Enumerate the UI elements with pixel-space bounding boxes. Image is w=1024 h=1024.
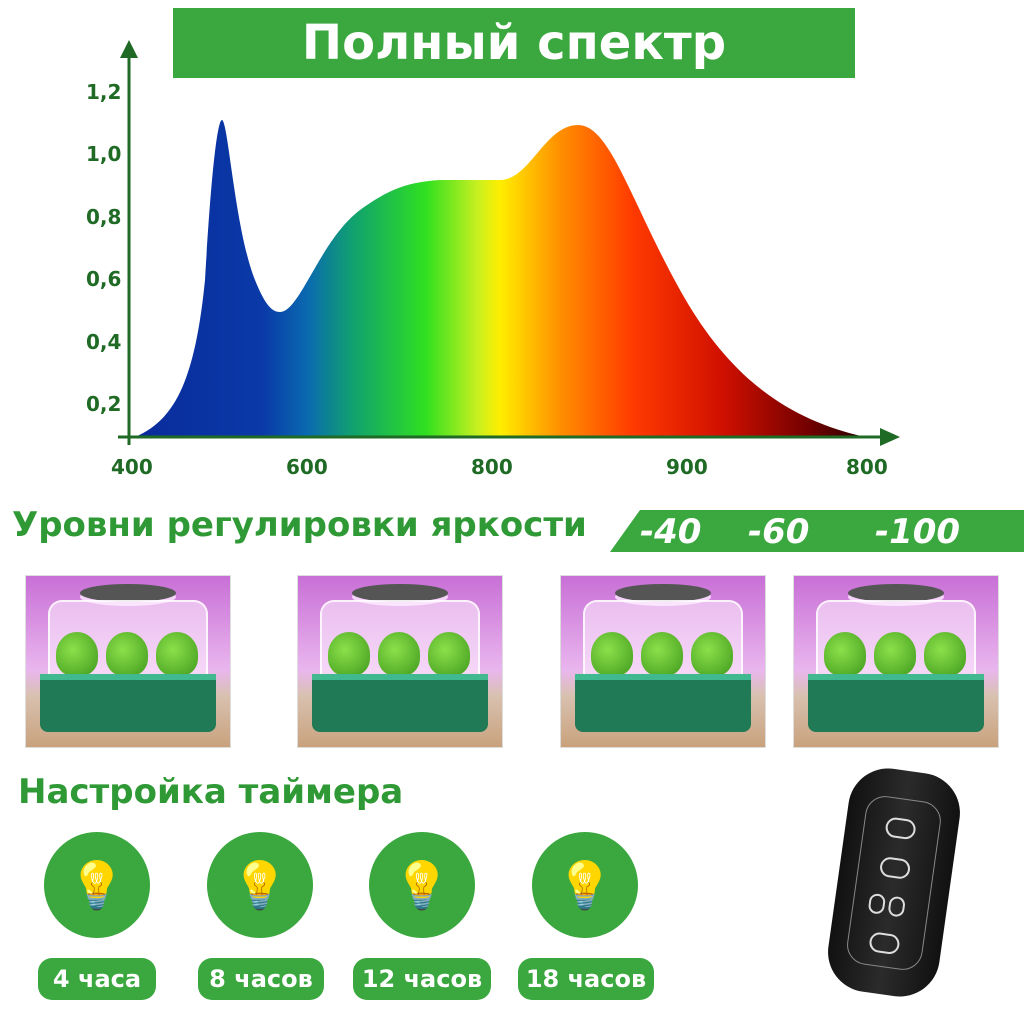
x-tick: 400 xyxy=(111,455,153,479)
x-tick: 800 xyxy=(471,455,513,479)
brightness-photo xyxy=(560,575,766,748)
y-tick: 0,2 xyxy=(86,392,122,416)
spectrum-chart xyxy=(118,40,900,446)
light-bulb-icon: 💡 xyxy=(44,832,150,938)
light-bulb-icon: 💡 xyxy=(207,832,313,938)
x-tick: 800 xyxy=(846,455,888,479)
title-banner: Полный спектр xyxy=(173,8,855,78)
remote-controller xyxy=(822,763,966,1002)
light-bulb-icon: 💡 xyxy=(532,832,638,938)
y-tick: 0,8 xyxy=(86,205,122,229)
timer-option: 4 часа xyxy=(38,958,156,1000)
timer-option: 8 часов xyxy=(198,958,324,1000)
spectrum-curve xyxy=(135,120,865,437)
x-tick: 600 xyxy=(286,455,328,479)
brightness-level: -60 xyxy=(748,512,810,552)
brightness-level: -40 xyxy=(640,512,702,552)
timer-heading: Настройка таймера xyxy=(18,772,404,812)
y-tick: 0,4 xyxy=(86,330,122,354)
brightness-photo xyxy=(793,575,999,748)
brightness-band xyxy=(610,510,1024,552)
x-axis-arrow xyxy=(880,428,900,446)
brightness-photo xyxy=(25,575,231,748)
brightness-photo xyxy=(297,575,503,748)
y-tick: 1,2 xyxy=(86,80,122,104)
timer-option: 18 часов xyxy=(518,958,654,1000)
x-tick: 900 xyxy=(666,455,708,479)
brightness-heading: Уровни регулировки яркости xyxy=(12,505,587,545)
y-axis-arrow xyxy=(120,40,138,58)
timer-option: 12 часов xyxy=(353,958,491,1000)
light-bulb-icon: 💡 xyxy=(369,832,475,938)
brightness-level: -100 xyxy=(875,512,961,552)
y-tick: 1,0 xyxy=(86,142,122,166)
y-tick: 0,6 xyxy=(86,267,122,291)
